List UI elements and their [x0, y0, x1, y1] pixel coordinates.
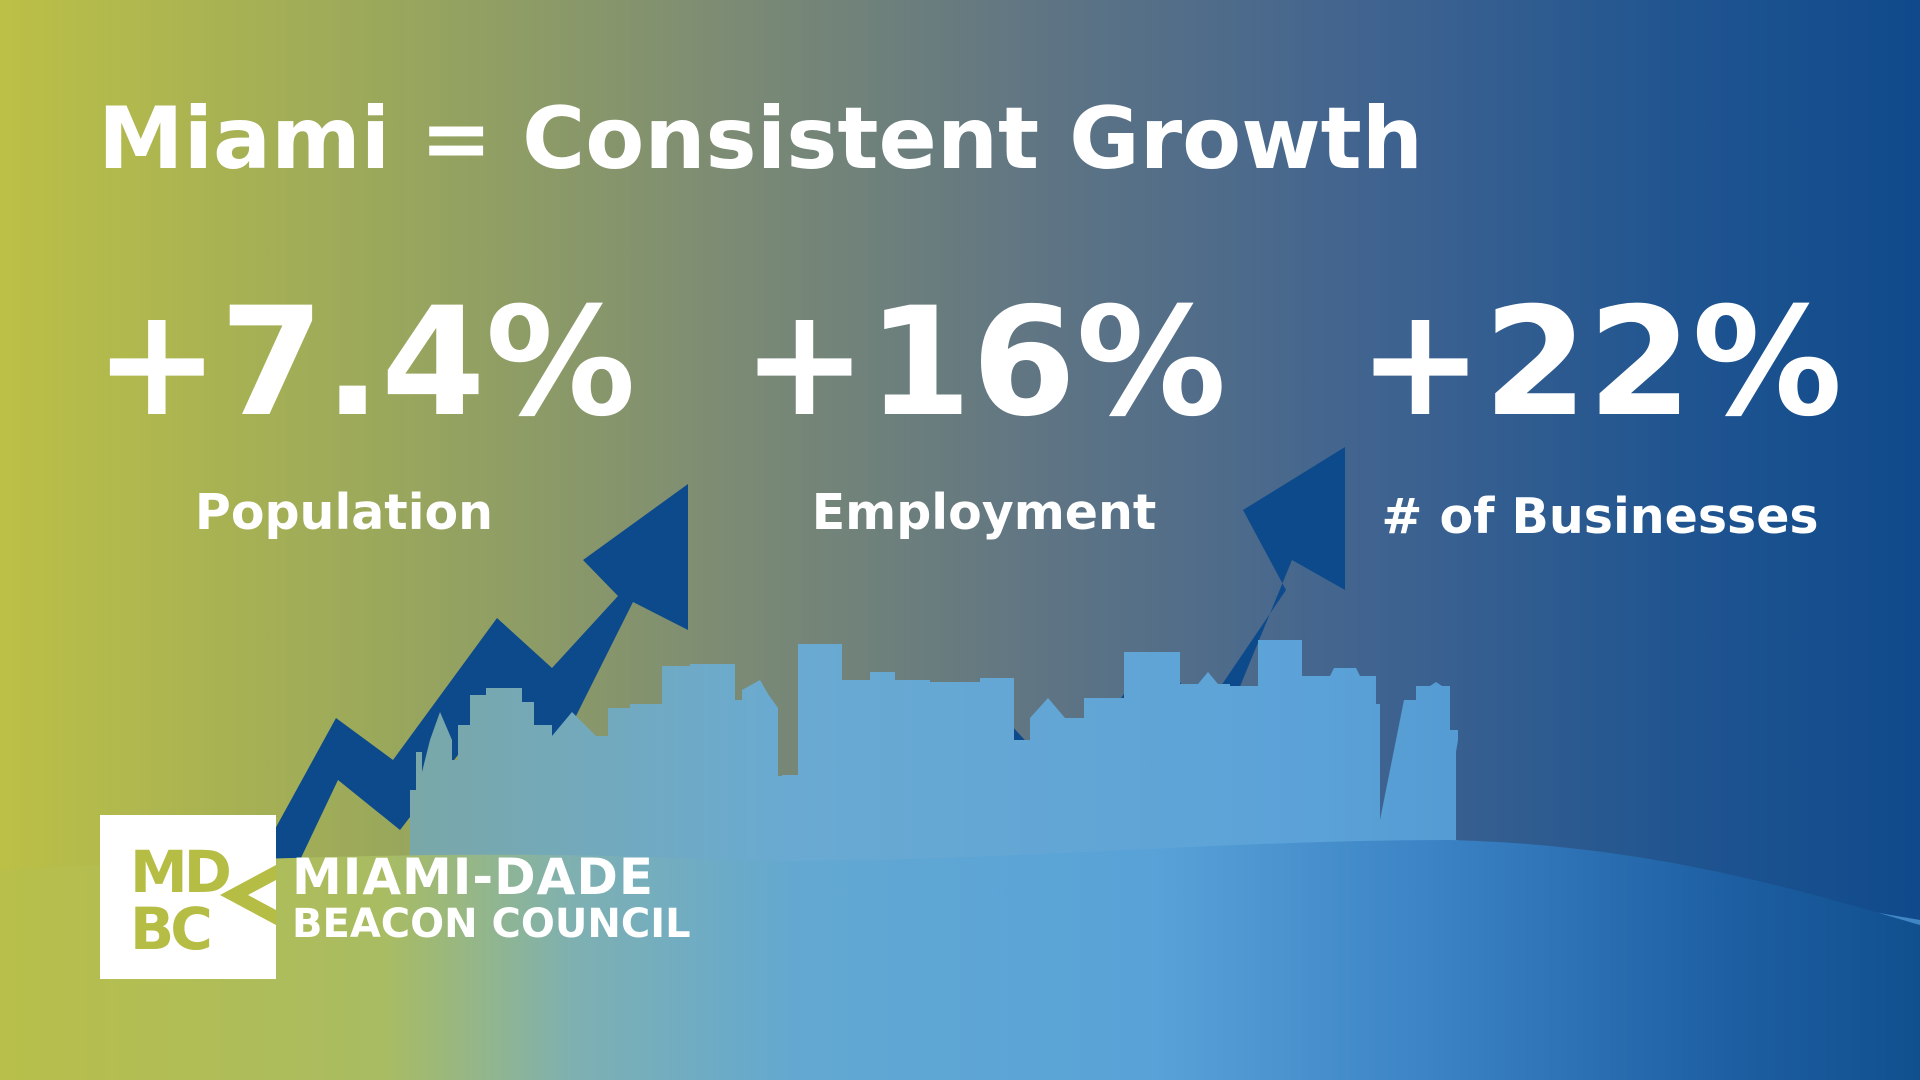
- org-logo-text: MIAMI-DADE BEACON COUNCIL: [292, 852, 691, 944]
- org-name-line-2: BEACON COUNCIL: [292, 901, 691, 947]
- monogram-top: MD: [130, 838, 230, 906]
- ground-band: [0, 840, 1920, 1080]
- stat-value: +22%: [1357, 276, 1843, 450]
- org-name-line-1: MIAMI-DADE: [292, 848, 655, 906]
- stat-label: Employment: [811, 484, 1157, 541]
- monogram-bottom: BC: [130, 895, 209, 963]
- growth-arrow-icon: [258, 484, 688, 860]
- mdbc-monogram-icon: MD BC: [100, 815, 276, 979]
- stat-label: # of Businesses: [1381, 488, 1819, 545]
- stat-value: +16%: [741, 276, 1227, 450]
- page-title: Miami = Consistent Growth: [98, 89, 1423, 189]
- stat-population: +7.4% Population: [94, 276, 636, 541]
- stat-label: Population: [194, 484, 494, 541]
- stat-businesses: +22% # of Businesses: [1340, 288, 1860, 541]
- stat-value: +7.4%: [94, 276, 636, 450]
- stat-employment: +16% Employment: [714, 288, 1254, 537]
